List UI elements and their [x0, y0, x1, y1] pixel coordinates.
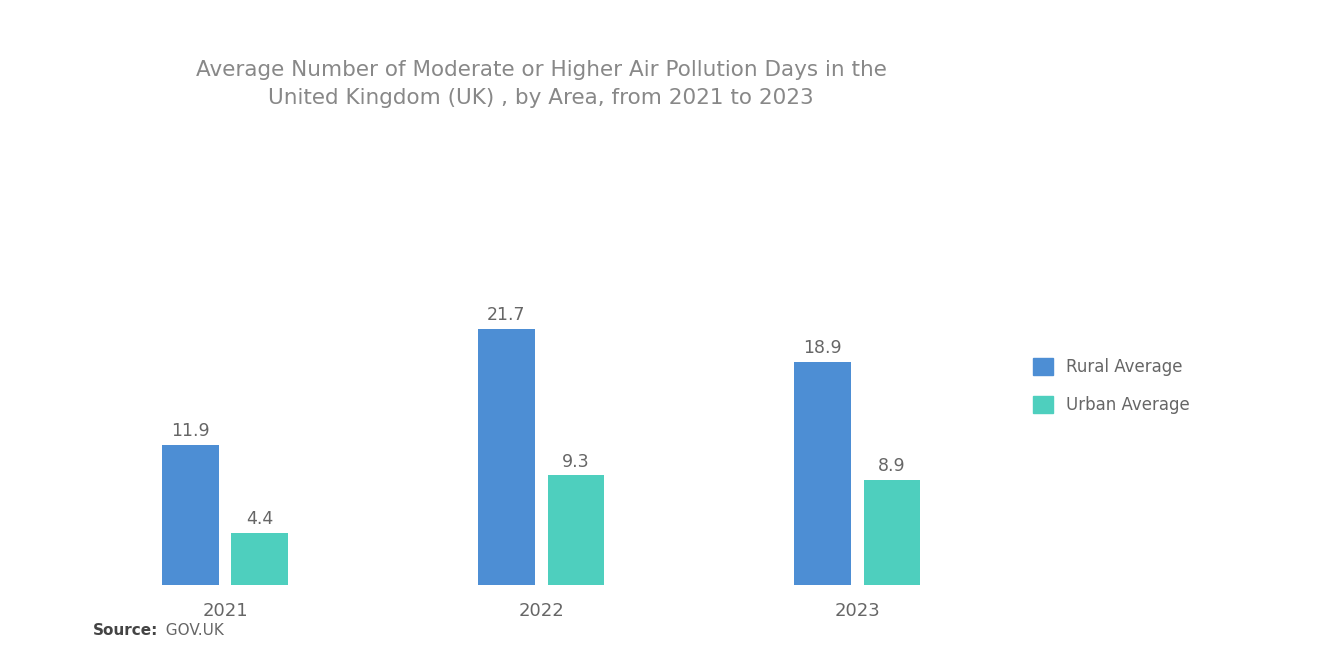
Bar: [231, 533, 288, 585]
Text: 4.4: 4.4: [247, 511, 273, 529]
Text: 11.9: 11.9: [172, 422, 210, 440]
Bar: [478, 329, 535, 585]
Text: Average Number of Moderate or Higher Air Pollution Days in the
United Kingdom (U: Average Number of Moderate or Higher Air…: [195, 60, 887, 108]
Bar: [795, 362, 851, 585]
Legend: Rural Average, Urban Average: Rural Average, Urban Average: [1024, 349, 1199, 422]
Bar: [162, 444, 219, 585]
Text: 9.3: 9.3: [562, 452, 590, 471]
Text: 8.9: 8.9: [878, 458, 906, 475]
Text: Source:: Source:: [92, 623, 158, 638]
Text: GOV.UK: GOV.UK: [156, 623, 223, 638]
Text: 18.9: 18.9: [803, 339, 842, 357]
Text: 21.7: 21.7: [487, 306, 525, 324]
Bar: [548, 475, 605, 585]
Bar: [863, 480, 920, 585]
